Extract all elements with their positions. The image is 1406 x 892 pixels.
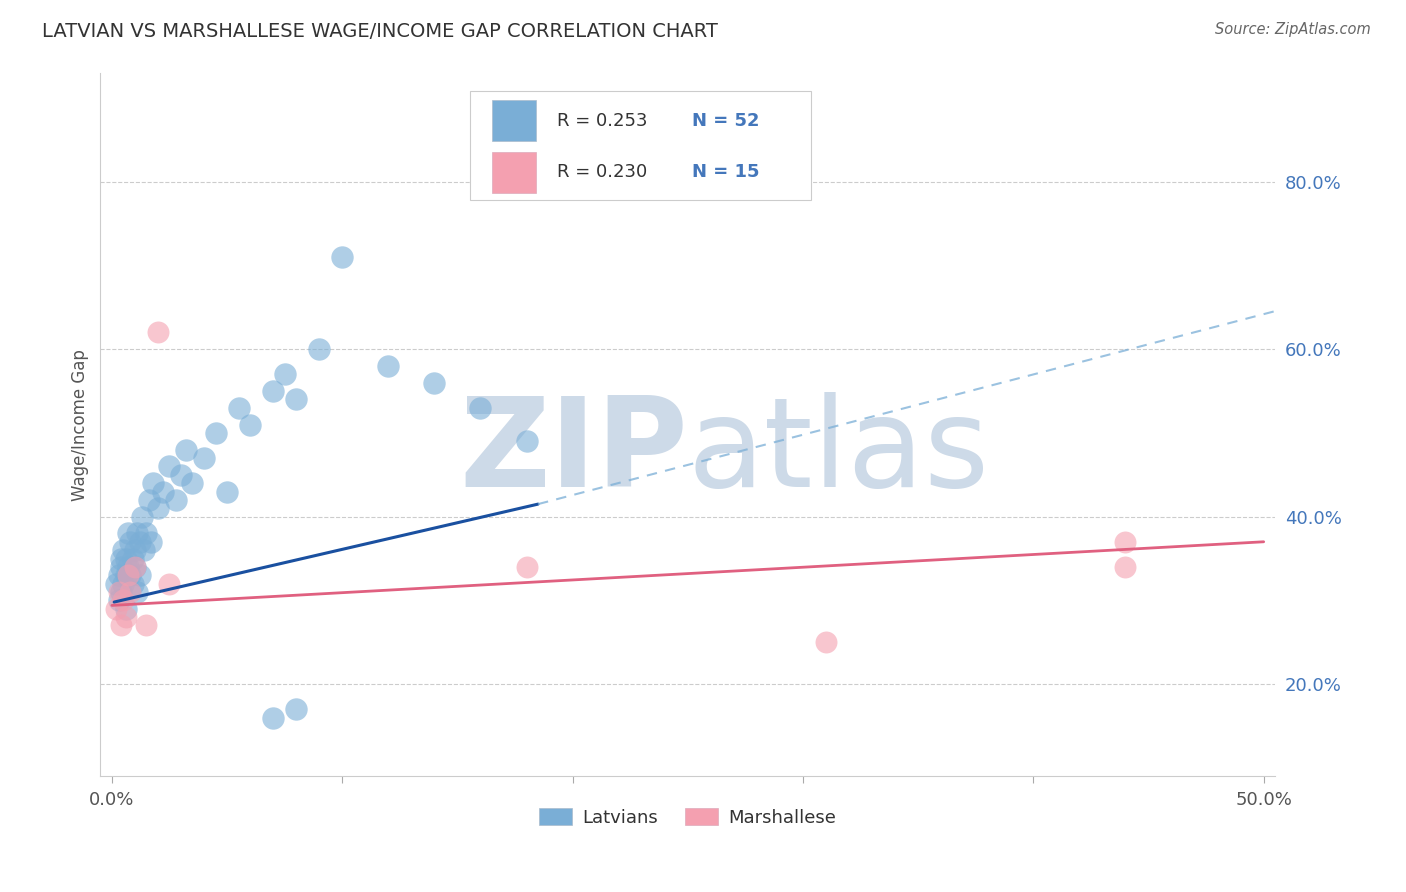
Point	[124, 560, 146, 574]
Point	[215, 484, 238, 499]
Point	[285, 392, 308, 407]
Text: R = 0.253: R = 0.253	[557, 112, 665, 130]
Point	[142, 476, 165, 491]
Point	[127, 526, 149, 541]
Point	[134, 543, 156, 558]
Point	[152, 484, 174, 499]
Point	[423, 376, 446, 390]
FancyBboxPatch shape	[471, 91, 811, 200]
Point	[128, 534, 150, 549]
Point	[814, 635, 837, 649]
Point	[1114, 560, 1136, 574]
Point	[117, 560, 139, 574]
Text: LATVIAN VS MARSHALLESE WAGE/INCOME GAP CORRELATION CHART: LATVIAN VS MARSHALLESE WAGE/INCOME GAP C…	[42, 22, 718, 41]
Point	[128, 568, 150, 582]
Bar	[492, 152, 536, 193]
Point	[170, 467, 193, 482]
Point	[121, 551, 143, 566]
Point	[146, 326, 169, 340]
Point	[110, 585, 132, 599]
Point	[193, 451, 215, 466]
Point	[262, 710, 284, 724]
Point	[107, 568, 129, 582]
Y-axis label: Wage/Income Gap: Wage/Income Gap	[72, 349, 89, 500]
Point	[114, 601, 136, 615]
Point	[105, 601, 128, 615]
Point	[124, 560, 146, 574]
Point	[138, 492, 160, 507]
Text: N = 52: N = 52	[693, 112, 761, 130]
Point	[515, 434, 537, 449]
Point	[105, 576, 128, 591]
Point	[114, 610, 136, 624]
Point	[228, 401, 250, 415]
Point	[121, 576, 143, 591]
Point	[110, 618, 132, 632]
Point	[330, 250, 353, 264]
Point	[181, 476, 204, 491]
Point	[110, 551, 132, 566]
Bar	[492, 101, 536, 141]
Point	[204, 425, 226, 440]
Point	[159, 459, 181, 474]
Point	[159, 576, 181, 591]
Text: ZIP: ZIP	[458, 392, 688, 513]
Point	[107, 593, 129, 607]
Text: atlas: atlas	[688, 392, 990, 513]
Legend: Latvians, Marshallese: Latvians, Marshallese	[531, 801, 844, 834]
Point	[1114, 534, 1136, 549]
Point	[117, 526, 139, 541]
Point	[285, 702, 308, 716]
Point	[114, 568, 136, 582]
Text: Source: ZipAtlas.com: Source: ZipAtlas.com	[1215, 22, 1371, 37]
Point	[262, 384, 284, 398]
Point	[117, 568, 139, 582]
Text: R = 0.230: R = 0.230	[557, 163, 665, 181]
Point	[139, 534, 162, 549]
Point	[273, 368, 295, 382]
Point	[112, 593, 135, 607]
Point	[135, 618, 157, 632]
Point	[120, 568, 142, 582]
Point	[120, 534, 142, 549]
Point	[114, 551, 136, 566]
Point	[239, 417, 262, 432]
Point	[377, 359, 399, 373]
Point	[146, 501, 169, 516]
Point	[112, 543, 135, 558]
Point	[165, 492, 187, 507]
Point	[308, 343, 330, 357]
Text: N = 15: N = 15	[693, 163, 761, 181]
Point	[112, 576, 135, 591]
Point	[110, 560, 132, 574]
Point	[470, 401, 492, 415]
Point	[120, 585, 142, 599]
Point	[107, 585, 129, 599]
Point	[131, 509, 153, 524]
Point	[124, 543, 146, 558]
Point	[135, 526, 157, 541]
Point	[174, 442, 197, 457]
Point	[515, 560, 537, 574]
Point	[127, 585, 149, 599]
